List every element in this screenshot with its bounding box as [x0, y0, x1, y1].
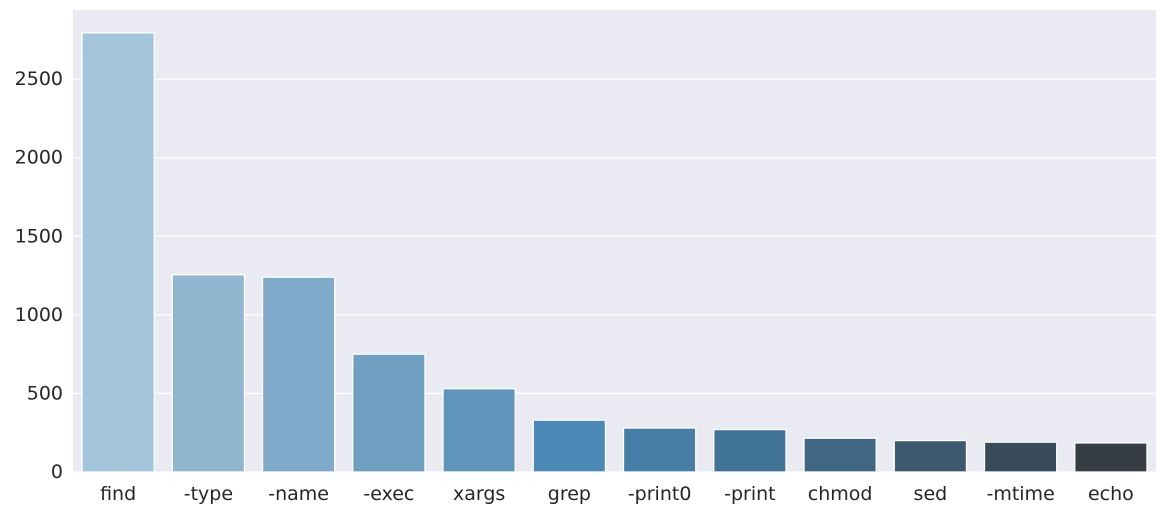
- bar-exec: [352, 353, 426, 473]
- bar-grep: [532, 419, 607, 473]
- bar-sed: [893, 439, 968, 473]
- bar-print: [713, 428, 787, 473]
- bars: [81, 32, 1148, 473]
- y-tick-label: 2500: [15, 68, 63, 90]
- bar-xargs: [442, 388, 516, 473]
- bar-echo: [1074, 442, 1148, 473]
- x-tick-label: sed: [914, 483, 948, 505]
- bar-chmod: [803, 437, 877, 473]
- x-tick-label: -print: [724, 483, 776, 505]
- x-tick-label: -exec: [363, 483, 414, 505]
- bar-mtime: [983, 441, 1058, 473]
- x-tick-label: -type: [184, 483, 233, 505]
- y-tick-labels: 0 500 1000 1500 2000 2500: [15, 68, 63, 483]
- x-tick-label: xargs: [453, 483, 505, 505]
- bar-print0: [622, 427, 697, 473]
- gridlines: [73, 78, 1156, 473]
- x-tick-label: grep: [548, 483, 591, 505]
- x-tick-label: find: [100, 483, 136, 505]
- bar-name: [261, 276, 336, 473]
- x-tick-label: -print0: [628, 483, 692, 505]
- bar-find: [81, 32, 155, 473]
- y-tick-label: 1500: [15, 225, 63, 247]
- x-tick-labels: find -type -name -exec xargs grep -print0 -prin…: [100, 483, 1134, 505]
- y-tick-label: 2000: [15, 147, 63, 169]
- x-tick-label: -name: [268, 483, 329, 505]
- x-tick-label: echo: [1088, 483, 1134, 505]
- y-tick-label: 1000: [15, 304, 63, 326]
- y-tick-label: 500: [27, 382, 63, 404]
- plot-area: [73, 10, 1156, 472]
- y-tick-label: 0: [51, 461, 63, 483]
- x-tick-label: -mtime: [986, 483, 1054, 505]
- x-tick-label: chmod: [808, 483, 873, 505]
- bar-type: [171, 274, 246, 473]
